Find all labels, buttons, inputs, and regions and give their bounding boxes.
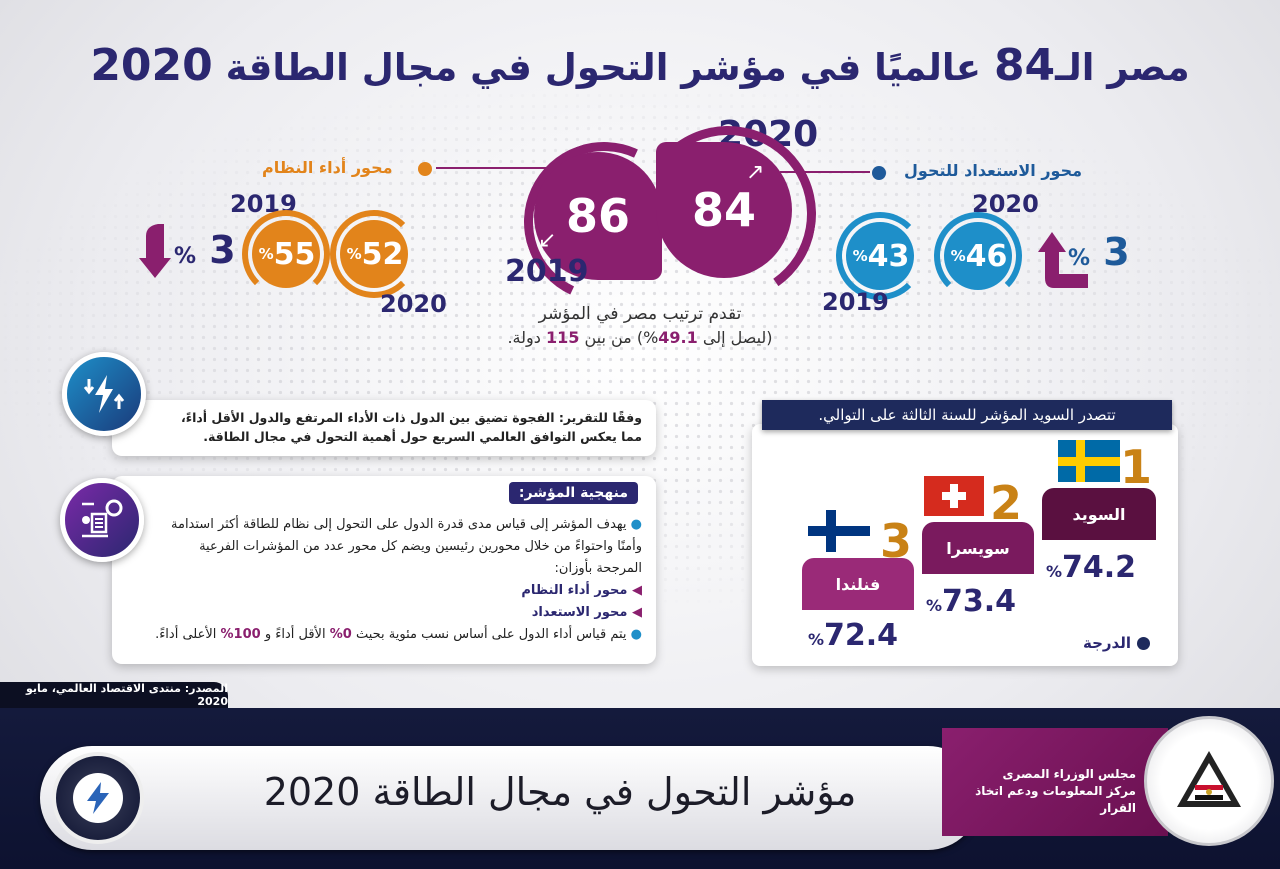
methodology-gears-icon <box>60 478 144 562</box>
rank-2-number: 2 <box>990 476 1023 530</box>
readiness-year-2019: 2019 <box>822 288 889 316</box>
rank-2019-value: 86 <box>565 189 630 243</box>
system-2020-badge: % 52 <box>340 220 408 288</box>
system-2019-badge: % 55 <box>252 220 320 288</box>
finland-flag-icon <box>808 510 870 552</box>
footer-title-pill <box>40 746 980 850</box>
cabinet-emblem-icon <box>1177 751 1241 807</box>
score-legend-dot <box>1137 636 1150 650</box>
arrow-up-right-icon: ↗ <box>746 160 765 185</box>
arrow-down-icon <box>139 224 171 278</box>
system-2020-ring <box>330 210 418 298</box>
central-note-line2: (ليصل إلى 49.1%) من بين 115 دولة. <box>507 328 773 347</box>
score-legend: الدرجة <box>1060 634 1150 652</box>
cabinet-logo <box>1144 716 1274 846</box>
readiness-change: % 3 <box>1068 230 1130 274</box>
system-year-2020: 2020 <box>380 290 447 318</box>
podium-finland: فنلندا <box>802 558 914 610</box>
rank-2019-badge: 86 <box>534 152 662 280</box>
methodology-bullet-1: ● يهدف المؤشر إلى قياس مدى قدرة الدول عل… <box>171 517 642 576</box>
readiness-axis-dot <box>872 166 886 180</box>
rank-2020-badge: 84 <box>656 142 792 278</box>
org-name: مجلس الوزراء المصرى مركز المعلومات ودعم … <box>975 767 1136 815</box>
readiness-2019-ring <box>836 212 924 300</box>
source-note: المصدر: منتدى الاقتصاد العالمي، مايو 202… <box>0 682 228 708</box>
rank-1-number: 1 <box>1120 440 1153 494</box>
switzerland-flag-icon <box>924 476 984 516</box>
methodology-card: منهجية المؤشر: ● يهدف المؤشر إلى قياس مد… <box>112 476 656 664</box>
rank-2020-value: 84 <box>691 183 756 237</box>
methodology-sub-2: ◀ محور الاستعداد <box>531 605 642 620</box>
system-change: % 3 <box>174 228 236 272</box>
sweden-flag-icon <box>1058 440 1120 482</box>
footer-energy-icon <box>52 752 144 844</box>
system-2019-ring <box>242 210 330 298</box>
footer-title: مؤشر التحول في مجال الطاقة 2020 <box>263 770 857 814</box>
central-year-2019: 2019 <box>505 254 589 289</box>
central-note-line1: تقدم ترتيب مصر في المؤشر <box>538 304 742 324</box>
readiness-2019-badge: % 43 <box>846 222 914 290</box>
report-text: وفقًا للتقرير: الفجوة تضيق بين الدول ذات… <box>180 410 642 444</box>
methodology-sub-1: ◀ محور أداء النظام <box>521 583 642 598</box>
methodology-bullet-2: ● يتم قياس أداء الدول على أساس نسب مئوية… <box>155 627 642 642</box>
readiness-2020-ring <box>934 212 1022 300</box>
arrow-down-left-icon: ↙ <box>538 228 557 253</box>
score-finland: %72.4 <box>808 618 899 653</box>
readiness-axis-label: محور الاستعداد للتحول <box>904 161 1082 180</box>
score-sweden: %74.2 <box>1046 550 1137 585</box>
podium-sweden: السويد <box>1042 488 1156 540</box>
arrow-up-icon <box>1038 232 1088 288</box>
system-axis-dot <box>418 162 432 176</box>
lightning-icon <box>87 782 109 814</box>
energy-arrows-icon <box>62 352 146 436</box>
podium-switzerland: سويسرا <box>922 522 1034 574</box>
connector-lines <box>436 167 870 173</box>
org-box <box>942 728 1168 836</box>
ranking-header: تتصدر السويد المؤشر للسنة الثالثة على ال… <box>762 400 1172 430</box>
report-card: وفقًا للتقرير: الفجوة تضيق بين الدول ذات… <box>112 400 656 456</box>
page-title: مصر الـ84 عالميًا في مؤشر التحول في مجال… <box>90 40 1190 91</box>
methodology-title: منهجية المؤشر: <box>508 482 638 504</box>
score-switzerland: %73.4 <box>926 584 1017 619</box>
readiness-2020-badge: % 46 <box>944 222 1012 290</box>
system-axis-label: محور أداء النظام <box>262 158 393 177</box>
